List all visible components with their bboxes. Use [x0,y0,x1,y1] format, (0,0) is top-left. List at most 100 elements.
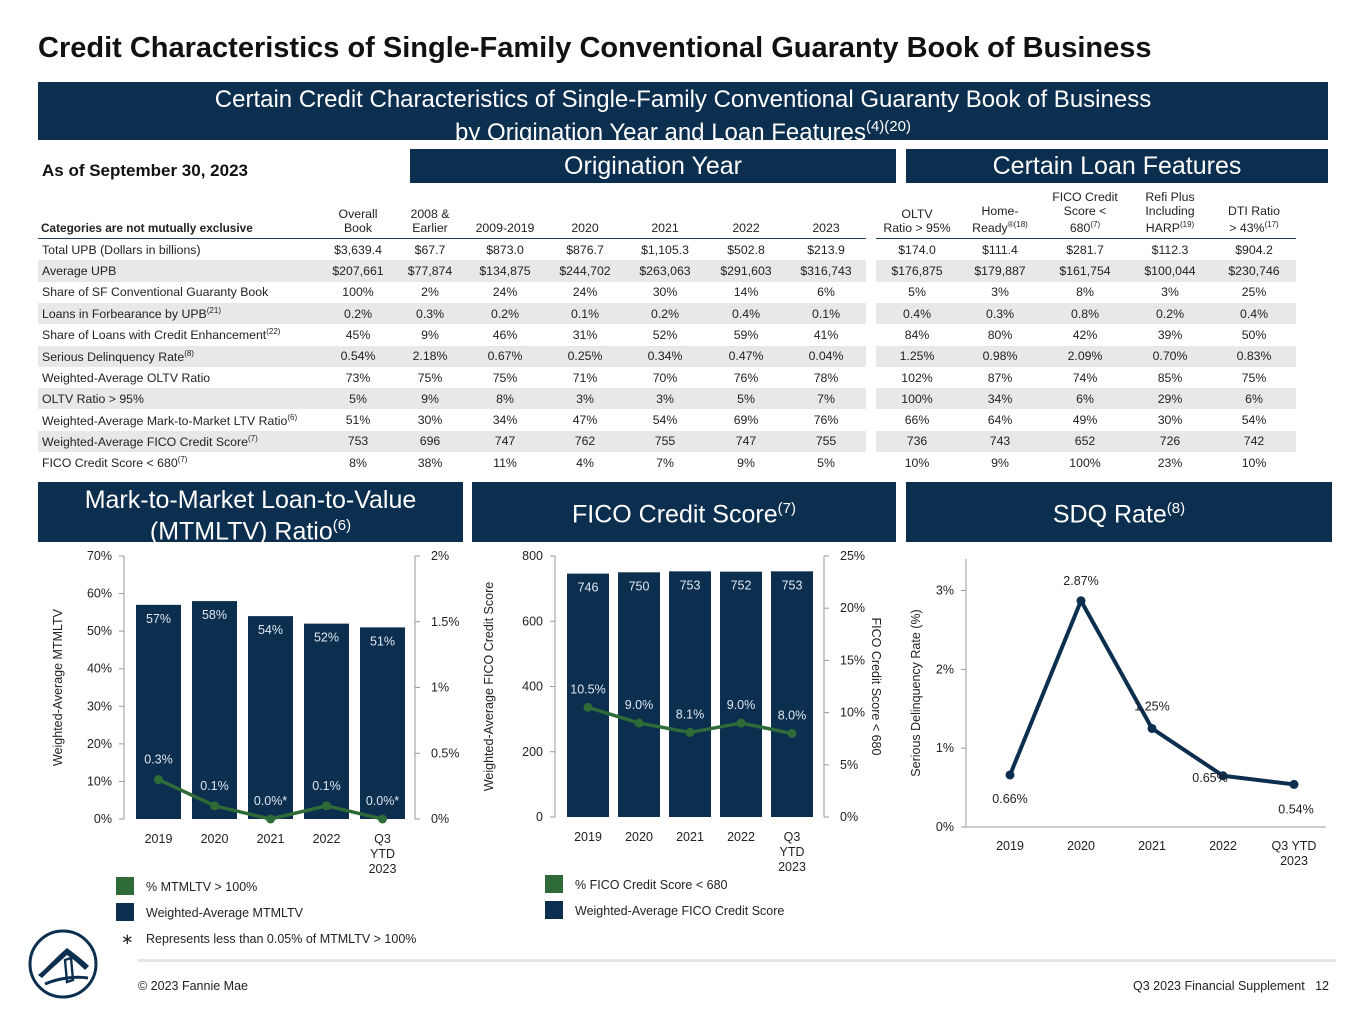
row-label: Weighted-Average OLTV Ratio [42,370,211,385]
loan-features-header: Certain Loan Features [906,149,1328,183]
table-cell: 726 [1128,430,1212,453]
mtmltv-header-line-2: (MTMLTV) Ratio(6) [149,517,352,546]
table-cell: 100% [1069,455,1101,470]
table-cell: $134,875 [464,260,546,282]
table-cell: 0.1% [546,302,624,325]
y-tick-label: 2% [936,662,954,676]
y-tick-label: 20% [87,737,112,751]
table-cell: 6% [1042,388,1128,410]
y2-tick-label: 20% [840,601,865,615]
sdq-value-label: 0.65% [1192,771,1227,785]
table-cell: 0.2% [624,302,706,325]
y-tick-label: 1% [936,741,954,755]
sdq-value-label: 1.25% [1134,699,1169,713]
table-cell: 39% [1157,327,1183,342]
sdq-point [1289,779,1299,789]
table-cell: 7% [786,388,866,410]
table-cell: 0.2% [464,302,546,325]
column-header: Overall Book [320,190,396,240]
row-label: Share of Loans with Credit Enhancement(2… [42,327,281,343]
table-cell: 11% [493,455,517,470]
table-cell: 9% [421,327,439,342]
fico-chart: 0 200 400 600 800 0% 5% 10% 15% 20% 25% 746 750 753 75… [482,549,883,874]
table-cell: 0.25% [546,345,624,367]
table-cell: 38% [417,455,443,470]
table-cell: $100,044 [1128,260,1212,282]
y2-tick-label: 1.5% [431,615,460,629]
table-cell: 69% [733,413,759,428]
line-value-label: 8.0% [778,708,807,722]
table-cell: $67.7 [414,242,446,257]
bar-value-label: 750 [629,579,650,593]
table-row: FICO Credit Score < 680(7) 8% 38% 11% 4% 7% 9%… [38,452,1296,474]
bar-value-label: 51% [370,634,395,648]
table-cell: 34% [492,413,518,428]
table-cell: 0.2% [1128,302,1212,325]
page-title: Credit Characteristics of Single-Family … [38,32,1152,64]
bar-value-label: 57% [146,612,171,626]
table-row: Average UPB $207,661 $77,874 $134,875 $244,7… [38,260,1296,282]
line-point [736,718,746,728]
line-point [685,727,695,737]
bar [304,623,349,819]
y-tick-label: 40% [87,662,112,676]
line-point [266,814,275,824]
line-value-label: 0.1% [312,779,341,793]
table-cell: 45% [345,327,371,342]
column-header: Refi Plus Including HARP(19) [1128,190,1212,240]
table-cell: 30% [417,413,443,428]
legend-label-fico-weighted: Weighted-Average FICO Credit Score [575,904,785,918]
table-row: Total UPB (Dollars in billions) $3,639.4 $… [38,238,1296,261]
y2-tick-label: 15% [840,653,865,667]
table-cell: $176,875 [876,260,958,282]
table-cell: 0.70% [1128,345,1212,367]
section-banner: Certain Credit Characteristics of Single… [38,82,1328,146]
x-tick-label: 2022 [1209,839,1237,853]
table-cell: 7% [656,455,674,470]
table-cell: 100% [876,388,958,410]
table-cell: 5% [817,455,835,470]
table-cell: 5% [320,388,396,410]
table-cell: 0.54% [320,345,396,367]
y-tick-label: 30% [87,699,112,713]
line-value-label: 0.0%* [254,794,287,808]
bar [771,571,813,817]
footnote-asterisk: ∗ [121,931,134,948]
table-row: Weighted-Average OLTV Ratio 73% 75% 75% 71% 7… [38,366,1296,389]
table-cell: 0.83% [1212,345,1296,367]
copyright: © 2023 Fannie Mae [138,979,248,993]
table-cell: 6% [1212,388,1296,410]
row-label: OLTV Ratio > 95% [38,388,320,410]
table-cell: 696 [396,430,464,453]
y2-tick-label: 1% [431,681,449,695]
table-cell: 75% [492,370,518,385]
row-label: Serious Delinquency Rate(8) [38,345,320,367]
y-tick-label: 200 [522,745,543,759]
bar [618,572,660,817]
mtmltv-header-line-1: Mark-to-Market Loan-to-Value [84,486,417,514]
table-cell: 0.3% [958,302,1042,325]
table-cell: 747 [706,430,786,453]
table-cell: 2% [421,285,439,300]
table-cell: 50% [1241,327,1267,342]
legend-label-fico-under-680: % FICO Credit Score < 680 [575,878,728,892]
fico-chart-header: FICO Credit Score(7) [472,482,896,542]
column-gap [866,238,876,261]
table-cell: 0.4% [1212,302,1296,325]
legend-swatch-mtm-over-100 [116,877,134,895]
y2-tick-label: 2% [431,549,449,563]
y-axis-title: Serious Delinquency Rate (%) [909,609,923,776]
table-cell: 84% [904,327,930,342]
table-row: Share of Loans with Credit Enhancement(2… [38,324,1296,346]
column-header: 2020 [546,190,624,240]
column-header: 2009-2019 [464,190,546,240]
x-tick-label: YTD [370,847,395,861]
table-cell: 73% [345,370,371,385]
legend-label-mtm-over-100: % MTMLTV > 100% [146,880,258,894]
x-tick-label: 2021 [676,830,704,844]
x-tick-label: 2021 [1138,839,1166,853]
y-tick-label: 50% [87,624,112,638]
column-header: 2008 & Earlier [396,190,464,240]
sdq-value-label: 0.66% [992,792,1027,806]
line-point [787,728,797,738]
